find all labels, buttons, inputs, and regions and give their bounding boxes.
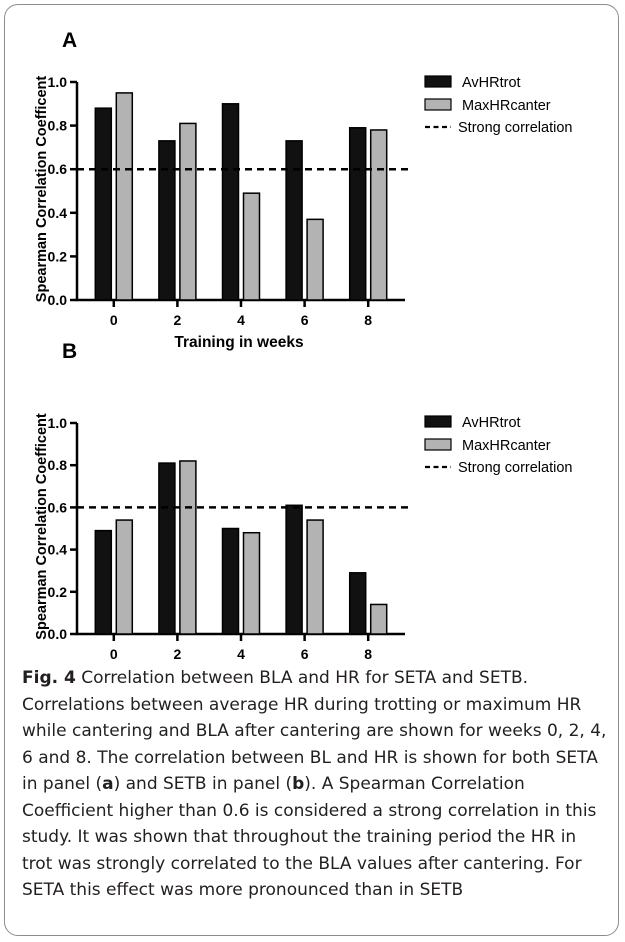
y-axis-label: Spearman Correlation Coefficent [34,76,50,303]
y-tick-label: 0.2 [48,584,68,600]
bar-maxhrcanter-week-6 [306,218,324,301]
legend-swatch-maxhrcanter [424,438,452,451]
legend-label-strong-correlation: Strong correlation [458,120,572,136]
caption-panel-a: a [102,774,114,794]
caption-text-3: ). A Spearman Correlation Coefficient hi… [22,774,597,900]
bar-avhrtrot-week-4 [221,103,240,301]
legend-label-maxhrcanter: MaxHRcanter [462,98,551,114]
bar-avhrtrot-week-4 [221,527,240,635]
figure-caption: Fig. 4 Correlation between BLA and HR fo… [22,665,607,904]
bar-avhrtrot-week-2 [158,140,176,301]
y-tick-label: 0.8 [48,457,68,473]
x-tick-label: 6 [301,646,309,660]
bar-maxhrcanter-week-8 [369,129,388,301]
caption-panel-b: b [292,774,305,794]
x-tick-label: 4 [237,646,245,660]
bar-maxhrcanter-week-4 [242,531,261,635]
y-axis-label: Spearman Correlation Coefficent [34,413,50,640]
y-tick-label: 0.0 [48,626,68,642]
legend-label-avhrtrot: AvHRtrot [462,415,521,431]
y-tick-label: 0.8 [48,118,68,134]
bar-avhrtrot-week-6 [285,504,303,635]
bar-maxhrcanter-week-0 [115,519,134,635]
x-tick-label: 4 [237,312,245,328]
caption-label: Fig. 4 [22,668,76,688]
y-tick-label: 0.6 [48,161,68,177]
bar-avhrtrot-week-8 [348,572,367,635]
legend-label-avhrtrot: AvHRtrot [462,75,521,91]
x-tick-label: 8 [364,312,372,328]
y-tick-label: 0.4 [48,542,68,558]
bar-avhrtrot-week-6 [285,140,303,301]
bar-avhrtrot-week-8 [348,127,367,301]
bar-maxhrcanter-week-2 [179,122,197,301]
x-tick-label: 0 [110,312,118,328]
bar-maxhrcanter-week-6 [306,519,324,635]
y-tick-label: 0.4 [48,205,68,221]
y-tick-label: 0.6 [48,499,68,515]
x-tick-label: 2 [174,312,182,328]
legend-swatch-avhrtrot [424,75,452,88]
x-tick-label: 8 [364,646,372,660]
bar-maxhrcanter-week-8 [369,603,388,635]
x-tick-label: 2 [174,646,182,660]
y-tick-label: 0.0 [48,292,68,308]
bar-avhrtrot-week-2 [158,462,176,635]
panel-label: A [62,29,77,52]
y-tick-label: 0.2 [48,248,68,264]
bar-maxhrcanter-week-2 [179,460,197,635]
caption-text-1: Correlation between BLA and HR for SETA … [22,668,607,794]
legend-label-strong-correlation: Strong correlation [458,460,572,476]
x-tick-label: 0 [110,646,118,660]
x-tick-label: 6 [301,312,309,328]
panel-label: B [62,340,77,363]
legend-swatch-maxhrcanter [424,98,452,111]
caption-text-2: ) and SETB in panel ( [113,774,293,794]
x-axis-label: Training in weeks [174,334,303,351]
y-tick-label: 1.0 [48,74,68,90]
legend-swatch-avhrtrot [424,415,452,428]
bar-avhrtrot-week-0 [94,529,113,635]
bar-maxhrcanter-week-0 [115,92,134,301]
y-tick-label: 1.0 [48,415,68,431]
bar-avhrtrot-week-0 [94,107,113,301]
legend-label-maxhrcanter: MaxHRcanter [462,438,551,454]
bar-maxhrcanter-week-4 [242,192,261,301]
